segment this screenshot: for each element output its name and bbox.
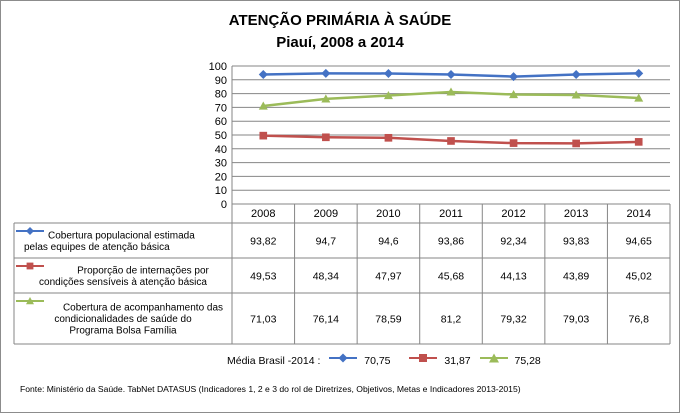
data-point-s3-2008 — [258, 101, 268, 110]
table-cell-s3-2010: 78,59 — [375, 314, 401, 326]
data-point-s3-2010 — [383, 91, 393, 100]
chart-subtitle: Piauí, 2008 a 2014 — [276, 34, 404, 51]
data-point-s2-2008 — [259, 131, 268, 140]
y-tick-label-70: 70 — [215, 102, 227, 114]
table-cell-s2-2009: 48,34 — [313, 271, 339, 283]
x-tick-label-2013: 2013 — [564, 208, 588, 220]
table-cell-s2-2013: 43,89 — [563, 271, 589, 283]
data-point-s2-2010 — [384, 133, 393, 142]
y-tick-label-10: 10 — [215, 185, 227, 197]
table-cell-s2-2012: 44,13 — [500, 271, 526, 283]
legend-label-s1-line-1: Cobertura populacional estimada — [48, 230, 195, 241]
y-tick-label-30: 30 — [215, 158, 227, 170]
y-tick-label-0: 0 — [221, 199, 227, 211]
table-cell-s3-2014: 76,8 — [628, 314, 649, 326]
x-tick-label-2012: 2012 — [501, 208, 525, 220]
data-point-s3-2011 — [446, 87, 456, 96]
y-tick-label-60: 60 — [215, 116, 227, 128]
x-tick-label-2014: 2014 — [626, 208, 650, 220]
y-tick-label-100: 100 — [209, 61, 227, 73]
data-point-s2-2011 — [447, 137, 455, 145]
data-point-s2-2009 — [322, 133, 330, 142]
legend-label-s2-line-1: Proporção de internações por — [77, 265, 209, 276]
table-cell-s2-2014: 45,02 — [626, 271, 652, 283]
average-marker-triangle-icon — [479, 353, 508, 363]
data-point-s2-2014 — [634, 138, 643, 146]
table-cell-s1-2008: 93,82 — [250, 236, 276, 248]
legend-label-s3-line-3: Programa Bolsa Família — [69, 326, 177, 337]
average-label: Média Brasil -2014 : — [227, 355, 321, 368]
data-point-s1-2010 — [383, 68, 393, 78]
table-cell-s3-2009: 76,14 — [313, 314, 339, 326]
x-tick-label-2008: 2008 — [251, 208, 275, 220]
table-cell-s1-2009: 94,7 — [316, 236, 337, 248]
average-marker-square-icon — [409, 354, 438, 362]
y-tick-label-40: 40 — [215, 144, 227, 156]
table-cell-s3-2012: 79,32 — [500, 314, 526, 326]
average-value-1: 70,75 — [364, 355, 391, 368]
legend-key-marker-3 — [26, 297, 34, 305]
chart-title: ATENÇÃO PRIMÁRIA À SAÚDE — [228, 12, 452, 29]
legend-key-marker-2 — [26, 262, 34, 270]
average-marker-diamond-icon — [329, 353, 358, 363]
legend-label-s1-line-2: pelas equipes de atenção básica — [24, 242, 170, 253]
table-cell-s1-2013: 93,83 — [563, 236, 589, 248]
table-cell-s3-2008: 71,03 — [250, 314, 276, 326]
legend-label-s2-line-2: condições sensíveis à atenção básica — [39, 277, 207, 288]
table-cell-s1-2014: 94,65 — [626, 236, 652, 248]
table-cell-s2-2010: 47,97 — [375, 271, 401, 283]
legend-label-s3-line-2: condicionalidades de saúde do — [54, 314, 192, 325]
data-point-s1-2009 — [321, 68, 331, 78]
table-cell-s2-2011: 45,68 — [438, 271, 464, 283]
data-point-s1-2008 — [258, 70, 268, 80]
y-tick-label-50: 50 — [215, 130, 227, 142]
data-point-s1-2011 — [446, 69, 456, 79]
brazil-average: Média Brasil -2014 : 70,75 31,87 75,28 — [227, 352, 541, 367]
average-value-2: 31,87 — [444, 355, 471, 368]
legend-label-s3-line-1: Cobertura de acompanhamento das — [63, 303, 223, 314]
data-point-s3-2012 — [509, 90, 519, 99]
y-tick-label-90: 90 — [215, 75, 227, 87]
table-cell-s1-2010: 94,6 — [378, 236, 399, 248]
data-point-s2-2012 — [509, 139, 518, 147]
data-point-s3-2014 — [634, 93, 644, 102]
table-cell-s3-2011: 81,2 — [441, 314, 462, 326]
y-tick-label-80: 80 — [215, 89, 227, 101]
data-point-s1-2012 — [509, 72, 519, 82]
data-point-s2-2013 — [572, 139, 580, 148]
x-tick-label-2009: 2009 — [314, 208, 338, 220]
table-cell-s1-2011: 93,86 — [438, 236, 464, 248]
legend-key-marker-1 — [26, 227, 34, 235]
y-tick-label-20: 20 — [215, 171, 227, 183]
average-value-3: 75,28 — [514, 355, 541, 368]
data-point-s1-2014 — [634, 68, 644, 78]
data-point-s3-2009 — [321, 94, 331, 103]
data-point-s3-2013 — [571, 90, 581, 99]
source-note: Fonte: Ministério da Saúde. TabNet DATAS… — [20, 384, 521, 394]
table-cell-s1-2012: 92,34 — [500, 236, 526, 248]
x-tick-label-2011: 2011 — [439, 208, 463, 220]
x-tick-label-2010: 2010 — [376, 208, 400, 220]
table-cell-s2-2008: 49,53 — [250, 271, 276, 283]
data-point-s1-2013 — [571, 70, 581, 80]
table-cell-s3-2013: 79,03 — [563, 314, 589, 326]
